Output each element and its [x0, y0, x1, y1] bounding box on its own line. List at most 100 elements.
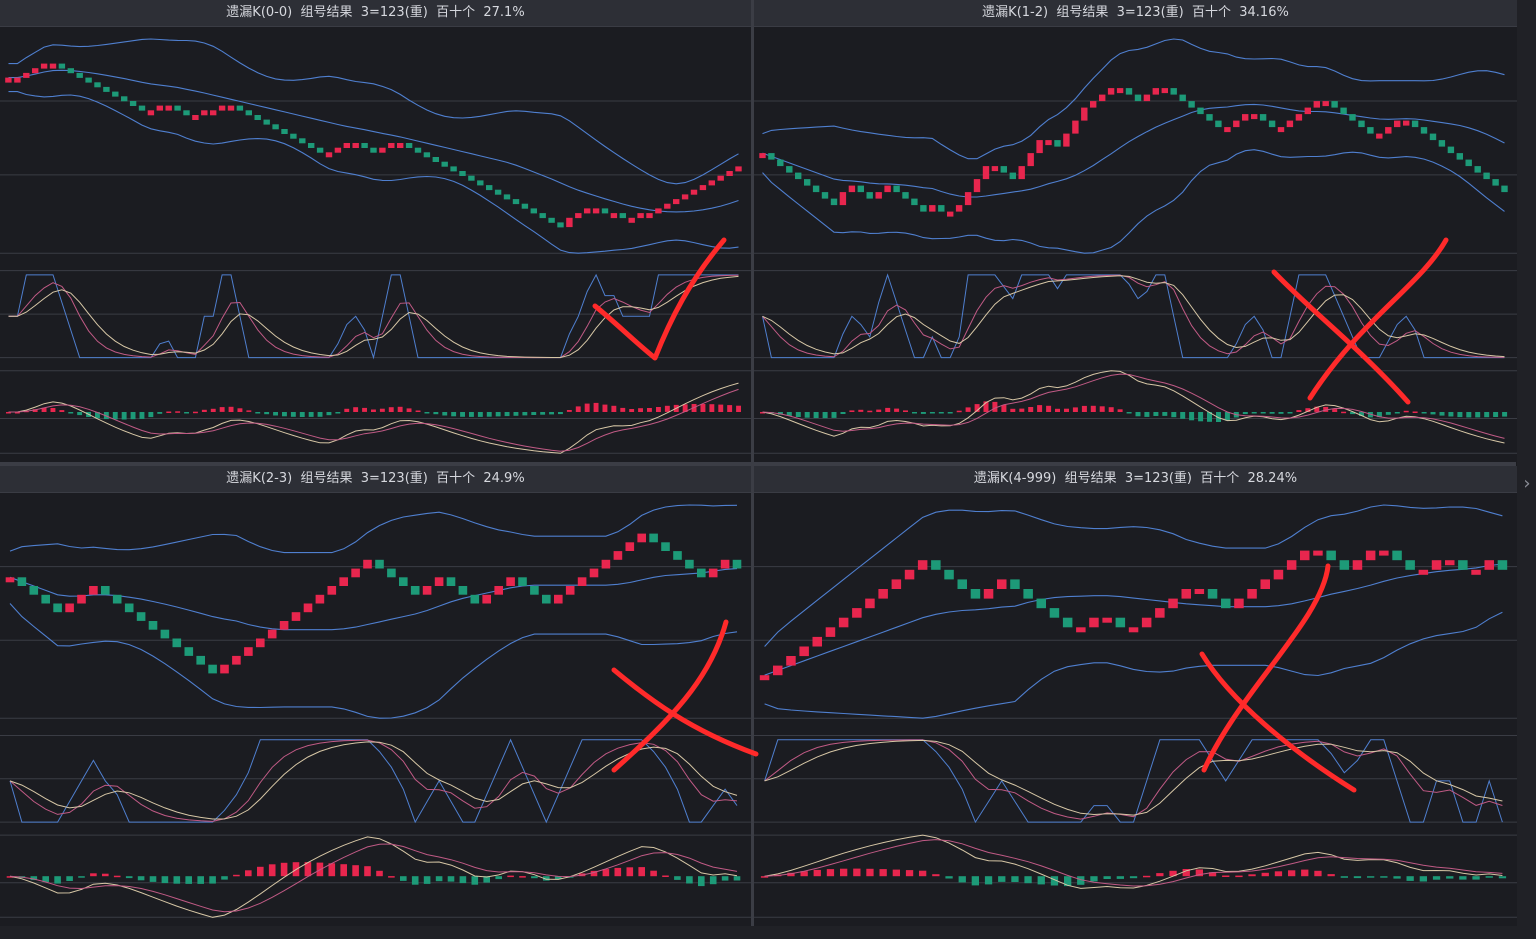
- candle: [902, 192, 909, 199]
- macd-histogram-bar: [1129, 876, 1138, 879]
- candle: [121, 96, 128, 102]
- macd-histogram-bar: [593, 402, 599, 412]
- candle: [1242, 114, 1249, 121]
- candle: [759, 153, 766, 159]
- macd-histogram-bar: [602, 869, 610, 877]
- macd-histogram-bar: [50, 408, 56, 412]
- macd-histogram-bar: [219, 407, 225, 412]
- macd-dea-line: [764, 839, 1503, 887]
- macd-histogram-bar: [1448, 412, 1454, 417]
- candle: [1411, 120, 1419, 128]
- candle: [852, 608, 862, 618]
- macd-histogram-bar: [1037, 876, 1045, 885]
- candle: [1107, 88, 1115, 95]
- macd-histogram-bar: [1090, 876, 1098, 882]
- middle-band: [762, 103, 1505, 198]
- candle: [577, 577, 587, 586]
- candle: [17, 577, 27, 586]
- macd-histogram-bar: [433, 412, 439, 415]
- macd-histogram-bar: [362, 407, 367, 412]
- candle: [1458, 560, 1468, 570]
- macd-histogram-bar: [826, 869, 835, 877]
- candle: [893, 185, 900, 193]
- macd-histogram-bar: [929, 412, 935, 414]
- candle: [49, 63, 57, 69]
- macd-histogram-bar: [786, 412, 792, 416]
- candle: [649, 533, 658, 543]
- macd-histogram-bar: [650, 870, 657, 877]
- candle: [232, 655, 241, 665]
- chart-pane-2-3[interactable]: 遗漏K(2-3) 组号结果 3=123(重) 百十个 24.9%: [0, 466, 751, 926]
- macd-histogram-bar: [721, 876, 729, 881]
- middle-band: [764, 563, 1503, 676]
- candle: [77, 594, 86, 604]
- candle: [539, 213, 546, 219]
- macd-histogram-bar: [379, 408, 385, 412]
- candle: [410, 586, 420, 595]
- candle: [592, 208, 600, 214]
- candle: [1438, 140, 1446, 147]
- candle: [334, 147, 342, 153]
- candle: [1405, 560, 1415, 570]
- candle: [575, 213, 582, 219]
- candle: [1224, 127, 1231, 133]
- candle: [503, 194, 511, 200]
- candle: [690, 189, 698, 195]
- macd-histogram-bar: [1269, 412, 1275, 414]
- chevron-right-icon[interactable]: ›: [1523, 473, 1531, 494]
- chart-area[interactable]: [0, 493, 751, 926]
- candle: [399, 577, 408, 586]
- chart-area[interactable]: [0, 27, 751, 462]
- macd-histogram-bar: [1439, 412, 1445, 416]
- candle: [1300, 550, 1310, 561]
- macd-histogram-bar: [201, 409, 207, 412]
- macd-histogram-bar: [866, 868, 874, 877]
- chart-pane-0-0[interactable]: 遗漏K(0-0) 组号结果 3=123(重) 百十个 27.1%: [0, 0, 751, 462]
- macd-histogram-bar: [1314, 406, 1320, 412]
- candle: [521, 203, 529, 209]
- macd-histogram-bar: [352, 865, 359, 877]
- chart-pane-1-2[interactable]: 遗漏K(1-2) 组号结果 3=123(重) 百十个 34.16%: [754, 0, 1517, 462]
- vertical-divider[interactable]: [751, 0, 754, 939]
- upper-band: [8, 38, 739, 185]
- candle: [1340, 107, 1347, 115]
- candle: [681, 194, 689, 200]
- macd-histogram-bar: [1484, 412, 1490, 418]
- candle: [891, 579, 902, 589]
- candle: [263, 119, 270, 125]
- horizontal-divider[interactable]: [0, 462, 1516, 466]
- pane-title: 遗漏K(4-999) 组号结果 3=123(重) 百十个 28.24%: [754, 466, 1517, 493]
- candle: [165, 105, 172, 111]
- macd-histogram-bar: [113, 875, 121, 878]
- macd-histogram-bar: [1327, 874, 1335, 877]
- chart-pane-4-999[interactable]: 遗漏K(4-999) 组号结果 3=123(重) 百十个 28.24%: [754, 466, 1517, 926]
- candle: [839, 192, 847, 206]
- candle: [281, 129, 288, 134]
- chart-area[interactable]: [754, 493, 1517, 926]
- candle: [208, 664, 217, 674]
- macd-histogram-bar: [945, 876, 953, 879]
- candle: [1233, 120, 1240, 128]
- chart-area[interactable]: [754, 27, 1517, 462]
- macd-histogram-bar: [149, 876, 157, 882]
- oscillator-d-line: [9, 739, 738, 822]
- macd-histogram-bar: [257, 866, 264, 877]
- macd-histogram-bar: [1081, 405, 1087, 412]
- lower-band: [764, 611, 1503, 719]
- candle: [1197, 107, 1204, 115]
- macd-histogram-bar: [903, 410, 908, 412]
- candle: [5, 577, 15, 583]
- macd-histogram-bar: [709, 404, 715, 412]
- candle: [646, 213, 653, 219]
- candle: [1331, 101, 1338, 108]
- macd-histogram-bar: [112, 412, 118, 420]
- candle: [1062, 617, 1073, 628]
- macd-histogram-bar: [919, 870, 927, 877]
- macd-histogram-bar: [709, 876, 717, 885]
- macd-histogram-bar: [364, 866, 371, 877]
- macd-histogram-bar: [1046, 405, 1052, 412]
- macd-histogram-bar: [804, 412, 810, 418]
- candle: [601, 559, 611, 569]
- macd-histogram-bar: [469, 412, 474, 417]
- macd-histogram-bar: [102, 873, 109, 877]
